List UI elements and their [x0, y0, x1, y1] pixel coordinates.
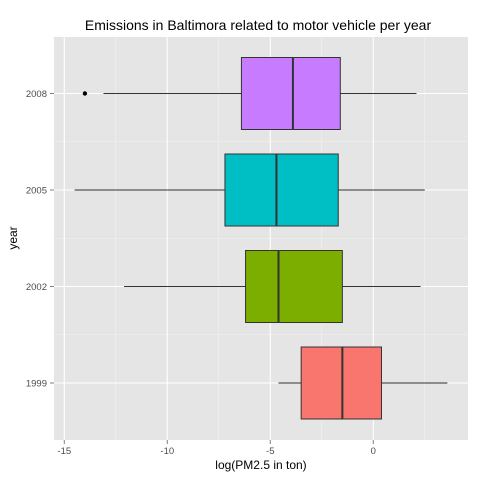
box-2002	[124, 250, 421, 323]
iqr-box	[240, 57, 341, 130]
chart-title: Emissions in Baltimora related to motor …	[85, 17, 432, 33]
boxplot-layer	[74, 57, 448, 420]
y-tick-label: 2008	[26, 89, 47, 100]
y-axis-ticks: 1999 2002 2005 2008	[26, 89, 54, 390]
y-tick-label: 2002	[26, 282, 47, 293]
iqr-box	[300, 346, 382, 420]
outlier-point	[82, 91, 88, 96]
iqr-box	[224, 153, 339, 227]
box-1999	[278, 346, 448, 420]
y-tick-label: 2005	[26, 186, 47, 197]
box-2005	[74, 153, 425, 227]
x-axis-ticks: -15 -10 -5 0	[57, 440, 376, 457]
x-axis-label: log(PM2.5 in ton)	[215, 458, 306, 472]
x-tick-label: -5	[266, 446, 274, 457]
x-tick-label: -10	[160, 446, 174, 457]
x-tick-label: -15	[57, 446, 71, 457]
iqr-box	[245, 250, 343, 323]
y-axis-label: year	[6, 226, 20, 249]
box-2008	[82, 57, 417, 130]
x-tick-label: 0	[371, 446, 376, 457]
y-tick-label: 1999	[26, 379, 47, 390]
